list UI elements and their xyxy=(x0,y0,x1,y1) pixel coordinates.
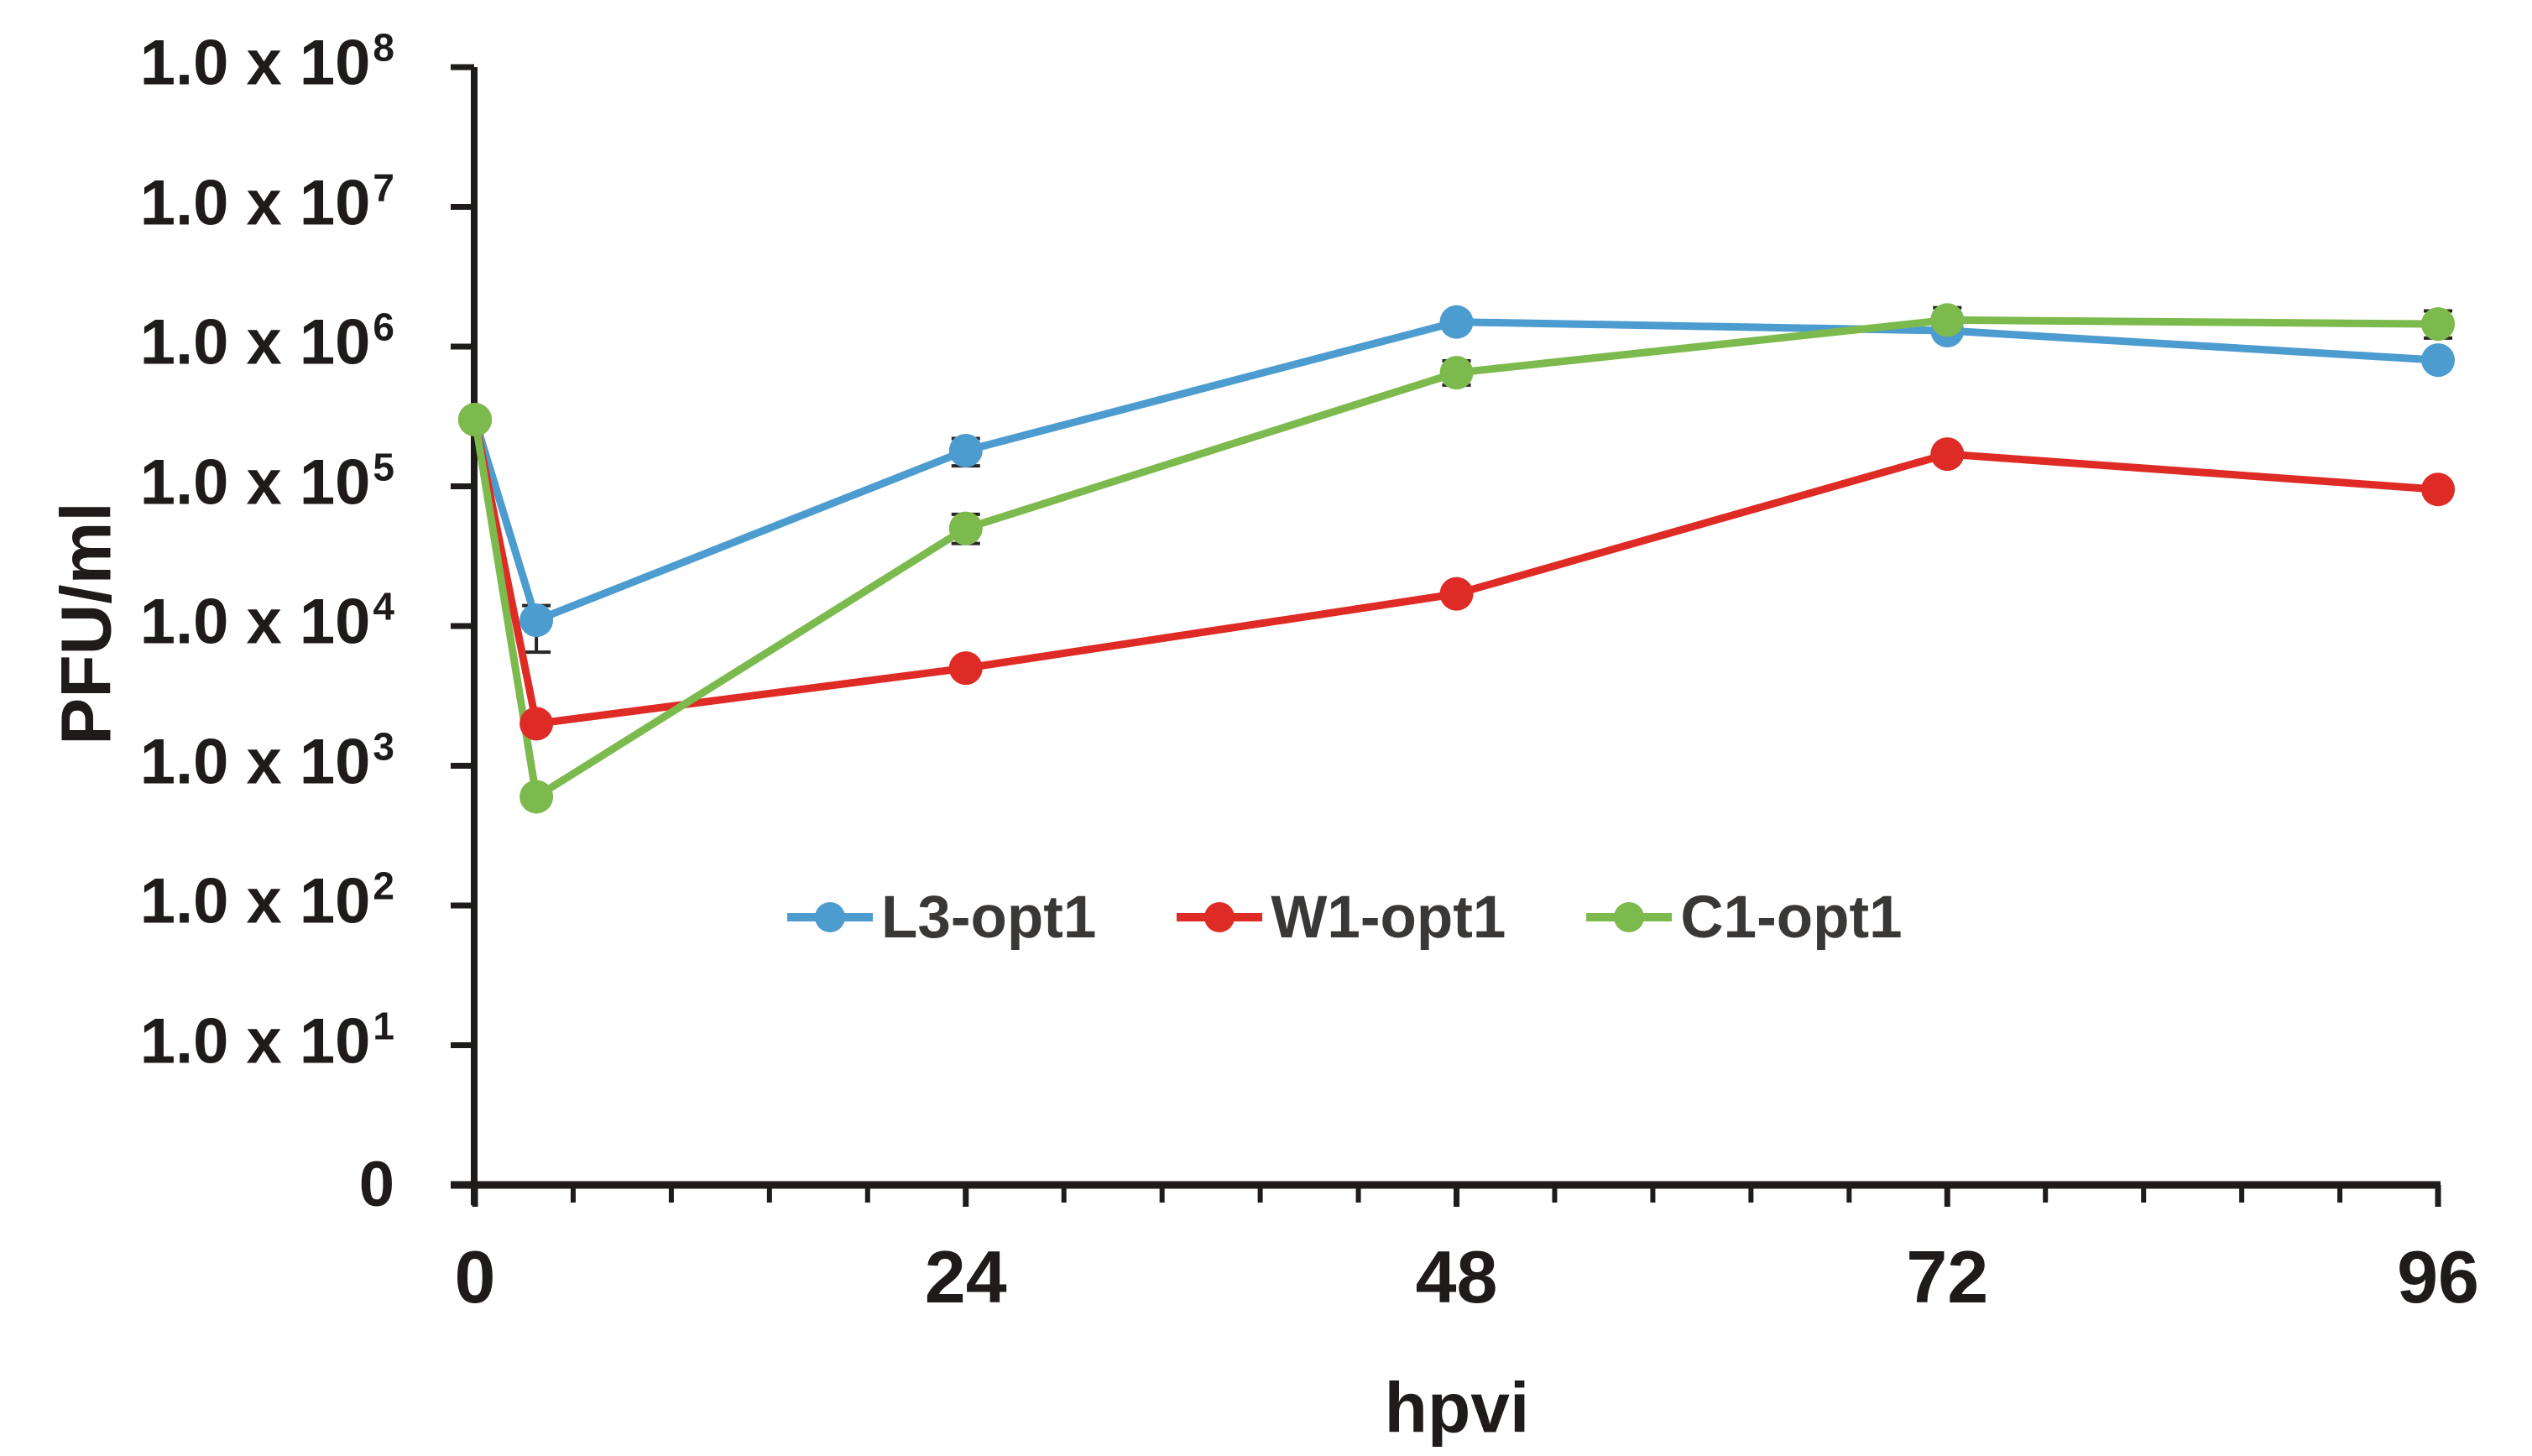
y-tick-label: 1.0 x 103 xyxy=(139,724,394,797)
data-point-l3-opt1 xyxy=(1439,305,1474,339)
data-point-l3-opt1 xyxy=(948,433,983,467)
data-point-w1-opt1 xyxy=(1439,577,1474,611)
x-tick-label: 0 xyxy=(454,1235,496,1318)
y-tick-label: 1.0 x 104 xyxy=(139,584,394,658)
data-point-l3-opt1 xyxy=(519,603,554,638)
series-line-w1-opt1 xyxy=(471,415,2442,728)
legend-item-w1-opt1: W1-opt1 xyxy=(1177,887,1506,947)
y-tick-label-zero: 0 xyxy=(358,1149,394,1220)
data-point-c1-opt1 xyxy=(458,403,492,437)
y-tick-label: 1.0 x 105 xyxy=(139,445,394,518)
y-tick-label: 1.0 x 107 xyxy=(139,165,394,238)
y-tick-label: 1.0 x 102 xyxy=(139,864,394,937)
x-tick-label: 24 xyxy=(924,1235,1007,1318)
data-point-w1-opt1 xyxy=(519,707,554,741)
y-tick-label: 1.0 x 108 xyxy=(139,25,394,99)
x-tick-label: 96 xyxy=(2397,1235,2479,1318)
data-point-c1-opt1 xyxy=(519,780,554,814)
y-tick-label: 1.0 x 106 xyxy=(139,305,394,378)
data-point-w1-opt1 xyxy=(2421,472,2456,507)
series-line-l3-opt1 xyxy=(471,318,2442,624)
x-tick-label: 48 xyxy=(1415,1235,1498,1318)
data-point-c1-opt1 xyxy=(1439,356,1474,390)
legend: L3-opt1 W1-opt1 C1-opt1 xyxy=(787,887,1903,947)
y-tick-label: 1.0 x 101 xyxy=(139,1004,394,1077)
legend-label: W1-opt1 xyxy=(1271,884,1506,951)
data-point-c1-opt1 xyxy=(948,511,983,545)
series-line-c1-opt1 xyxy=(471,316,2442,801)
data-point-c1-opt1 xyxy=(2421,307,2456,342)
x-axis-title: hpvi xyxy=(1384,1368,1530,1448)
legend-label: L3-opt1 xyxy=(881,884,1097,951)
data-point-c1-opt1 xyxy=(1930,303,1965,337)
y-axis-title: PFU/ml xyxy=(46,502,126,745)
data-point-w1-opt1 xyxy=(948,651,983,686)
legend-marker-icon xyxy=(787,902,873,932)
legend-item-l3-opt1: L3-opt1 xyxy=(787,887,1096,947)
x-tick-label: 72 xyxy=(1906,1235,1989,1318)
legend-label: C1-opt1 xyxy=(1680,884,1903,951)
legend-marker-icon xyxy=(1177,902,1263,932)
data-point-w1-opt1 xyxy=(1930,437,1965,472)
legend-item-c1-opt1: C1-opt1 xyxy=(1586,884,1903,951)
data-point-l3-opt1 xyxy=(2421,343,2456,378)
legend-marker-icon xyxy=(1586,902,1673,932)
